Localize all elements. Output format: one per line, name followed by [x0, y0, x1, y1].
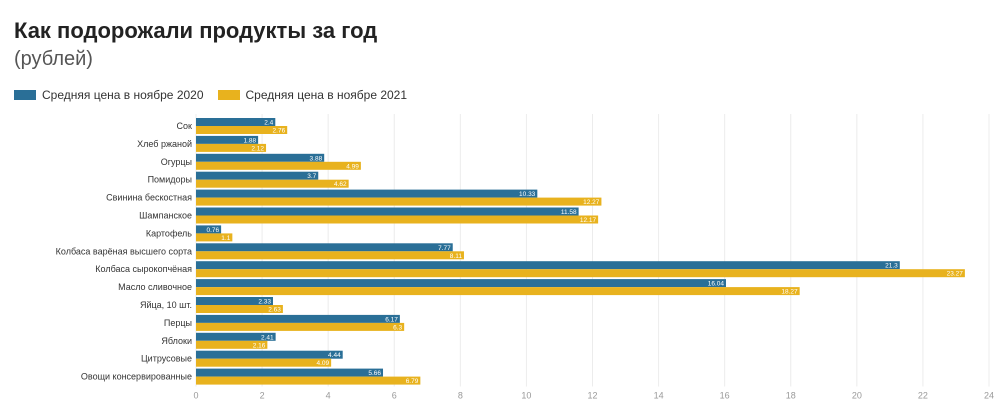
- data-label: 4.62: [334, 181, 347, 188]
- category-label: Масло сливочное: [118, 282, 192, 292]
- category-label: Колбаса варёная высшего сорта: [56, 246, 192, 256]
- x-tick-label: 8: [458, 391, 463, 401]
- category-label: Сок: [177, 121, 193, 131]
- x-tick-label: 0: [193, 391, 198, 401]
- data-label: 6.3: [393, 324, 402, 331]
- category-label: Колбаса сырокопчёная: [95, 264, 192, 274]
- category-label: Цитрусовые: [141, 354, 192, 364]
- data-label: 4.09: [316, 360, 329, 367]
- data-label: 2.12: [251, 145, 264, 152]
- data-label: 11.58: [561, 209, 577, 216]
- data-label: 5.66: [368, 370, 381, 377]
- bar: [196, 118, 276, 126]
- bar: [196, 171, 319, 180]
- bar: [196, 189, 538, 198]
- data-label: 6.79: [406, 378, 419, 385]
- category-label: Овощи консервированные: [81, 372, 192, 382]
- bar: [196, 126, 288, 134]
- bar: [196, 305, 283, 313]
- data-label: 2.41: [261, 334, 274, 341]
- data-label: 21.3: [885, 263, 898, 270]
- data-label: 2.33: [258, 299, 271, 306]
- data-label: 1.88: [243, 137, 256, 144]
- bar: [196, 225, 222, 234]
- data-label: 6.17: [385, 316, 398, 323]
- bar: [196, 287, 800, 296]
- data-label: 1.1: [221, 235, 230, 242]
- bar: [196, 368, 384, 377]
- bar: [196, 340, 268, 349]
- legend-label: Средняя цена в ноябре 2021: [245, 88, 408, 102]
- bar: [196, 376, 421, 385]
- x-tick-label: 12: [587, 391, 597, 401]
- bar: [196, 358, 332, 367]
- chart-subtitle: (рублей): [14, 48, 93, 70]
- category-label: Хлеб ржаной: [137, 139, 192, 149]
- bar: [196, 261, 900, 270]
- bar: [196, 314, 400, 323]
- bar: [196, 179, 349, 188]
- data-label: 16.04: [708, 281, 725, 288]
- x-tick-label: 18: [786, 391, 796, 401]
- x-tick-label: 16: [720, 391, 730, 401]
- category-label: Перцы: [164, 318, 192, 328]
- bar: [196, 332, 276, 341]
- legend-swatch: [14, 90, 36, 100]
- category-label: Огурцы: [161, 157, 192, 167]
- data-label: 7.77: [438, 245, 451, 252]
- bar: [196, 233, 233, 242]
- x-tick-label: 2: [260, 391, 265, 401]
- data-label: 4.44: [328, 352, 341, 359]
- bar: [196, 215, 599, 224]
- data-label: 18.27: [781, 289, 798, 296]
- legend-item-2020: Средняя цена в ноябре 2020: [14, 88, 204, 102]
- data-label: 4.99: [346, 163, 359, 170]
- x-tick-label: 14: [654, 391, 664, 401]
- bar: [196, 153, 325, 162]
- data-label: 8.11: [450, 253, 463, 260]
- legend-swatch: [217, 90, 240, 100]
- bar: [196, 135, 259, 144]
- data-label: 2.63: [268, 307, 281, 314]
- bar: [196, 161, 361, 170]
- category-label: Шампанское: [139, 211, 192, 221]
- legend: Средняя цена в ноябре 2020 Средняя цена …: [14, 88, 407, 102]
- bar: [196, 207, 579, 216]
- bar: [196, 143, 267, 152]
- category-label: Яблоки: [161, 336, 192, 346]
- x-tick-label: 22: [918, 391, 928, 401]
- category-label: Яйца, 10 шт.: [140, 300, 192, 310]
- bar: [196, 279, 726, 288]
- data-label: 23.27: [947, 271, 964, 278]
- legend-label: Средняя цена в ноябре 2020: [42, 88, 204, 102]
- bar: [196, 269, 965, 278]
- data-label: 2.16: [253, 342, 266, 349]
- bar: [196, 350, 343, 359]
- data-label: 3.7: [307, 173, 316, 180]
- category-label: Свинина бескостная: [106, 193, 192, 203]
- x-tick-label: 6: [392, 391, 397, 401]
- chart-title: Как подорожали продукты за год: [14, 18, 378, 43]
- bar: [196, 322, 405, 331]
- data-label: 12.27: [583, 199, 600, 206]
- x-tick-label: 20: [852, 391, 862, 401]
- data-label: 10.33: [519, 191, 536, 198]
- x-tick-label: 4: [326, 391, 331, 401]
- data-label: 12.17: [580, 217, 597, 224]
- data-label: 0.76: [206, 227, 219, 234]
- bar: [196, 251, 464, 260]
- category-label: Помидоры: [148, 175, 192, 185]
- x-tick-label: 24: [984, 391, 994, 401]
- data-label: 2.4: [264, 120, 273, 127]
- legend-item-2021: Средняя цена в ноябре 2021: [217, 88, 408, 102]
- bar: [196, 297, 273, 305]
- bar: [196, 197, 602, 206]
- category-label: Картофель: [146, 228, 192, 238]
- data-label: 3.88: [310, 155, 323, 162]
- data-label: 2.76: [273, 128, 286, 135]
- bar: [196, 243, 453, 252]
- x-tick-label: 10: [521, 391, 531, 401]
